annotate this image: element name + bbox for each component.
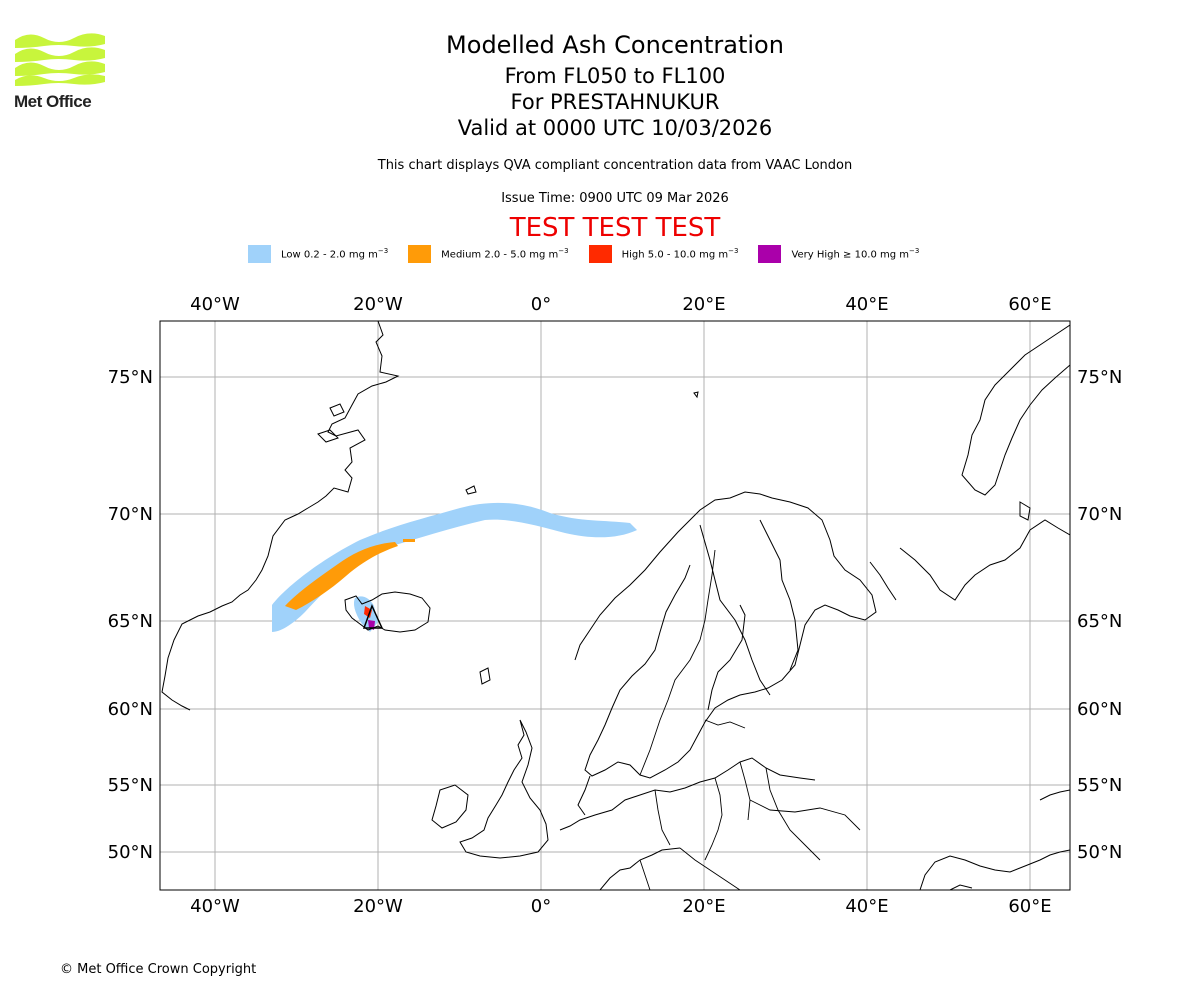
legend-label-low: Low 0.2 - 2.0 mg m−3 <box>281 247 389 261</box>
lat-tick-right: 60°N <box>1077 699 1122 720</box>
legend-label-high: High 5.0 - 10.0 mg m−3 <box>621 247 739 261</box>
lon-tick-top: 60°E <box>1008 294 1051 315</box>
gridlines <box>160 321 1070 890</box>
ash-high <box>364 606 372 618</box>
lat-tick-left: 70°N <box>108 504 153 525</box>
lon-tick-top: 40°W <box>190 294 240 315</box>
lat-tick-right: 65°N <box>1077 611 1122 632</box>
legend-swatch-high <box>588 245 612 263</box>
lon-tick-bottom: 0° <box>531 896 551 917</box>
volcano-name: For PRESTAHNUKUR <box>510 90 720 114</box>
lat-tick-left: 50°N <box>108 842 153 863</box>
lon-tick-bottom: 60°E <box>1008 896 1051 917</box>
legend: Low 0.2 - 2.0 mg m−3 Medium 2.0 - 5.0 mg… <box>248 244 939 264</box>
chart-subtitle: This chart displays QVA compliant concen… <box>377 158 853 173</box>
met-office-logo-text: Met Office <box>14 92 92 111</box>
ash-low <box>272 502 637 632</box>
legend-item-very-high: Very High ≥ 10.0 mg m−3 <box>758 245 919 263</box>
legend-swatch-very-high <box>758 245 782 263</box>
test-banner: TEST TEST TEST <box>509 213 721 243</box>
valid-time: Valid at 0000 UTC 10/03/2026 <box>457 116 773 140</box>
legend-swatch-medium <box>408 245 432 263</box>
coastlines <box>161 321 1070 890</box>
lon-tick-bottom: 40°E <box>845 896 888 917</box>
lat-tick-left: 65°N <box>108 611 153 632</box>
lat-tick-left: 75°N <box>108 367 153 388</box>
lon-tick-top: 0° <box>531 294 551 315</box>
lat-tick-right: 75°N <box>1077 367 1122 388</box>
flight-level-range: From FL050 to FL100 <box>504 64 726 88</box>
lon-tick-top: 20°E <box>682 294 725 315</box>
met-office-logo-icon <box>15 33 105 86</box>
lon-ticks-bottom: 40°W 20°W 0° 20°E 40°E 60°E <box>190 896 1051 917</box>
lat-ticks-left: 75°N 70°N 65°N 60°N 55°N 50°N <box>108 367 153 863</box>
issue-time: Issue Time: 0900 UTC 09 Mar 2026 <box>501 191 729 206</box>
legend-label-very-high: Very High ≥ 10.0 mg m−3 <box>791 247 920 261</box>
legend-item-low: Low 0.2 - 2.0 mg m−3 <box>248 245 388 263</box>
lat-tick-right: 50°N <box>1077 842 1122 863</box>
copyright: © Met Office Crown Copyright <box>60 962 257 977</box>
volcano-marker <box>362 604 384 629</box>
map-frame <box>159 320 1071 891</box>
lon-ticks-top: 40°W 20°W 0° 20°E 40°E 60°E <box>190 294 1051 315</box>
lon-tick-bottom: 40°W <box>190 896 240 917</box>
borders <box>639 549 861 890</box>
lat-tick-right: 55°N <box>1077 775 1122 796</box>
legend-item-medium: Medium 2.0 - 5.0 mg m−3 <box>408 245 569 263</box>
lon-tick-bottom: 20°E <box>682 896 725 917</box>
chart-title: Modelled Ash Concentration <box>446 31 784 59</box>
lon-tick-bottom: 20°W <box>353 896 403 917</box>
lat-tick-left: 60°N <box>108 699 153 720</box>
legend-item-high: High 5.0 - 10.0 mg m−3 <box>588 245 739 263</box>
lon-tick-top: 20°W <box>353 294 403 315</box>
ash-medium <box>285 539 415 610</box>
lat-tick-right: 70°N <box>1077 504 1122 525</box>
lat-ticks-right: 75°N 70°N 65°N 60°N 55°N 50°N <box>1077 367 1122 863</box>
lon-tick-top: 40°E <box>845 294 888 315</box>
legend-label-medium: Medium 2.0 - 5.0 mg m−3 <box>441 247 569 261</box>
legend-swatch-low <box>248 245 271 263</box>
lat-tick-left: 55°N <box>108 775 153 796</box>
